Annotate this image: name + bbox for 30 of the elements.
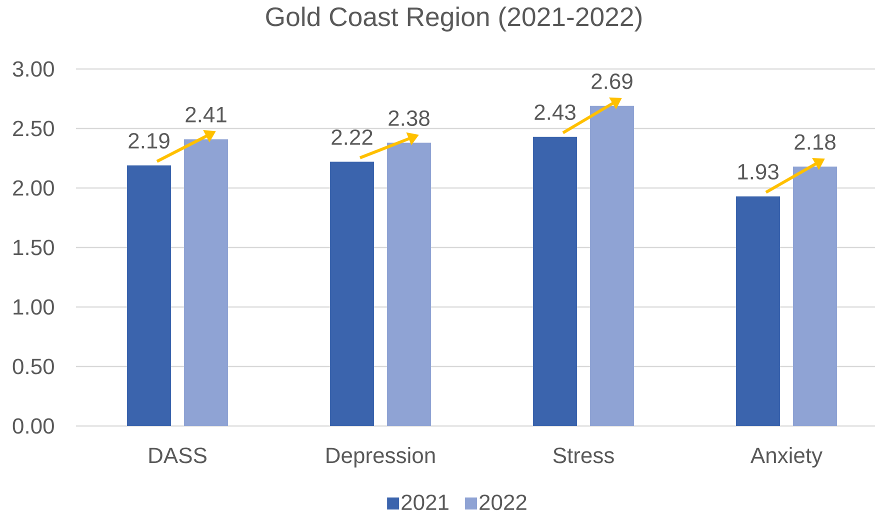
chart-title: Gold Coast Region (2021-2022): [266, 6, 642, 32]
x-tick-label: DASS: [149, 448, 206, 464]
legend-label: 2021: [402, 494, 448, 510]
legend-label: 2022: [480, 494, 526, 510]
data-label: 2.22: [332, 129, 372, 145]
y-tick-label: 2.50: [13, 120, 54, 136]
data-label: 2.19: [128, 133, 170, 149]
bar: [330, 162, 374, 426]
data-label: 1.93: [738, 164, 778, 180]
bar: [533, 136, 578, 426]
y-tick-label: 1.50: [14, 240, 54, 256]
y-tick-label: 1.00: [14, 299, 54, 315]
bar: [127, 165, 172, 426]
bar: [793, 166, 838, 426]
data-label: 2.43: [534, 104, 576, 120]
data-label: 2.18: [794, 134, 836, 150]
y-tick-label: 0.50: [12, 358, 54, 374]
y-tick-label: 2.00: [13, 180, 54, 196]
y-tick-label: 3.00: [12, 61, 54, 77]
x-tick-label: Stress: [553, 448, 614, 464]
bar: [184, 139, 228, 426]
data-label: 2.41: [186, 106, 226, 122]
x-tick-label: Anxiety: [750, 447, 823, 468]
bar: [590, 106, 634, 426]
y-tick-label: 0.00: [12, 418, 54, 434]
bar: [387, 142, 432, 426]
bar: [736, 196, 780, 426]
data-label: 2.69: [592, 74, 632, 90]
x-tick-label: Depression: [326, 447, 435, 468]
data-label: 2.38: [388, 110, 430, 126]
